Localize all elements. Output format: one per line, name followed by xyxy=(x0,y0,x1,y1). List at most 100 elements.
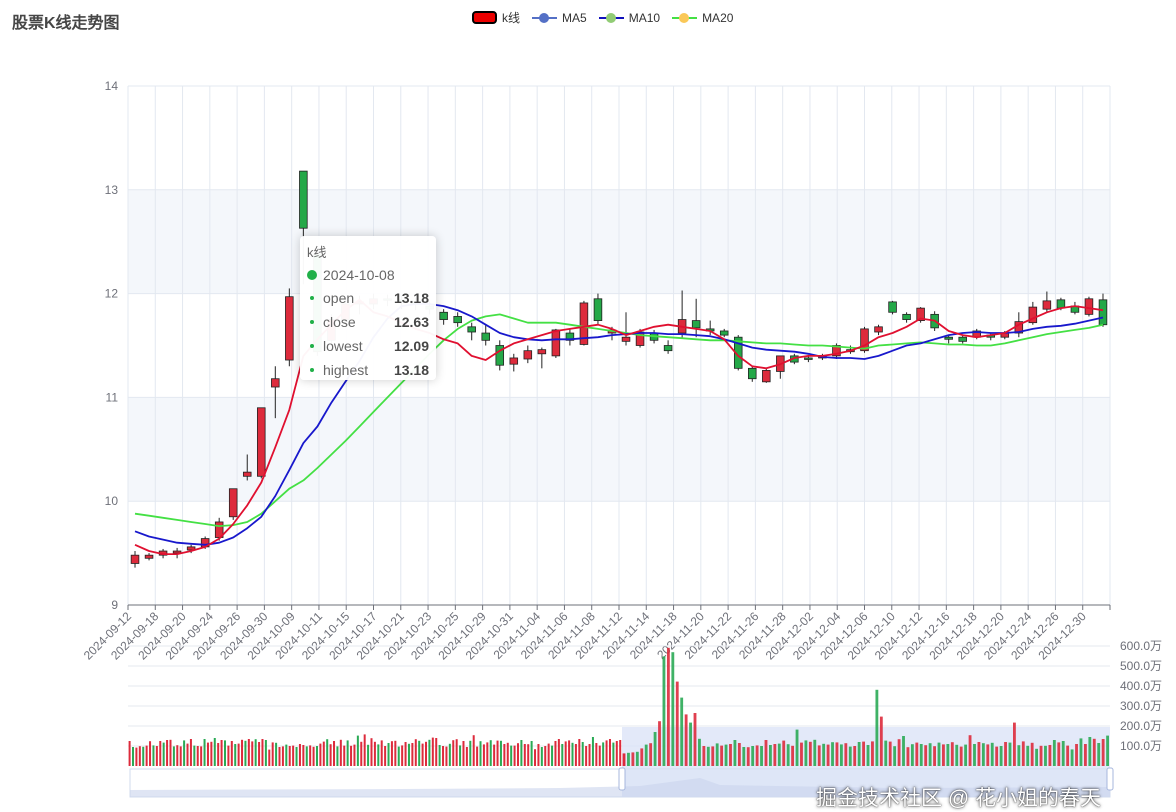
candle-body xyxy=(958,336,967,342)
candle-body xyxy=(453,316,462,324)
volume-bar xyxy=(305,746,308,766)
volume-bar xyxy=(206,742,209,766)
volume-bar xyxy=(363,734,366,766)
volume-bar xyxy=(264,740,267,766)
volume-bar xyxy=(777,743,781,766)
volume-bar xyxy=(132,747,135,766)
volume-bar xyxy=(223,740,226,766)
volume-bar xyxy=(258,742,261,766)
volume-bar xyxy=(234,744,237,766)
volume-bar xyxy=(499,740,502,766)
volume-bar xyxy=(176,745,179,766)
tooltip-label: open xyxy=(323,290,355,306)
tooltip-label: highest xyxy=(323,362,369,378)
volume-bar xyxy=(571,742,574,766)
volume-bar xyxy=(964,744,968,766)
volume-bar xyxy=(183,740,186,766)
y-tick-label: 14 xyxy=(105,79,119,93)
candle-body xyxy=(621,336,631,342)
volume-bar xyxy=(373,741,376,766)
volume-bar xyxy=(244,740,247,766)
volume-bar xyxy=(288,746,291,766)
volume-bar xyxy=(401,745,404,766)
volume-bar xyxy=(503,744,506,766)
volume-bar xyxy=(455,739,458,766)
volume-bar xyxy=(520,740,523,766)
volume-bar xyxy=(844,743,848,766)
volume-bar xyxy=(227,745,230,766)
candle-body xyxy=(579,302,589,345)
legend-item-kline[interactable]: k线 xyxy=(472,9,520,26)
volume-bar xyxy=(353,744,356,766)
volume-bar xyxy=(1021,741,1025,766)
volume-bar xyxy=(251,741,254,766)
volume-bar xyxy=(813,739,817,766)
volume-bar xyxy=(937,742,941,766)
volume-tick-label: 400.0万 xyxy=(1120,679,1162,693)
volume-bar xyxy=(387,743,390,766)
ma10-legend-icon xyxy=(598,11,624,25)
legend-item-ma5[interactable]: MA5 xyxy=(532,11,587,25)
volume-bar xyxy=(510,745,513,766)
volume-bar xyxy=(554,741,557,766)
volume-bar xyxy=(271,742,274,766)
volume-bar xyxy=(281,746,284,766)
volume-bar xyxy=(390,741,393,766)
volume-bar xyxy=(544,746,547,766)
volume-bar xyxy=(523,744,526,766)
tooltip-row-lowest: lowest 12.09 xyxy=(307,337,429,355)
volume-bar xyxy=(588,744,591,766)
volume-bar xyxy=(315,746,318,766)
volume-bar xyxy=(516,743,519,766)
legend-label-ma5: MA5 xyxy=(562,10,587,25)
volume-bar xyxy=(431,737,434,766)
volume-bar xyxy=(1079,738,1083,766)
volume-bar xyxy=(919,744,923,766)
volume-bar xyxy=(950,742,954,766)
volume-bar xyxy=(172,746,175,766)
volume-bar xyxy=(397,746,400,766)
volume-bar xyxy=(407,743,410,766)
tooltip: k线 2024-10-08 open 13.18 close 12.63 lowes… xyxy=(300,236,436,380)
volume-tick-label: 600.0万 xyxy=(1120,639,1162,653)
volume-bar xyxy=(166,740,169,766)
volume-bar xyxy=(640,748,644,766)
tooltip-label: close xyxy=(323,314,356,330)
candle-body xyxy=(467,326,476,333)
volume-bar xyxy=(149,741,152,766)
volume-bar xyxy=(1008,742,1012,766)
volume-bar xyxy=(1097,743,1101,766)
candle-body xyxy=(285,296,294,361)
volume-bar xyxy=(169,739,172,766)
candle-body xyxy=(523,350,533,360)
volume-bar xyxy=(702,746,706,766)
volume-bar xyxy=(653,732,657,766)
legend-item-ma20[interactable]: MA20 xyxy=(672,11,733,25)
volume-bar xyxy=(138,746,141,766)
volume-bar xyxy=(142,746,145,766)
volume-bar xyxy=(241,739,244,766)
legend-label-ma10: MA10 xyxy=(628,10,661,25)
volume-bar xyxy=(506,742,509,766)
volume-bar xyxy=(977,742,981,766)
volume-bar xyxy=(897,739,901,766)
volume-bar xyxy=(339,739,342,766)
volume-bar xyxy=(135,747,138,766)
bullet-icon xyxy=(310,320,314,324)
volume-bar xyxy=(693,713,697,766)
ma5-line xyxy=(134,298,1104,555)
volume-bar xyxy=(346,740,349,766)
volume-bar xyxy=(465,747,468,766)
volume-bar xyxy=(769,745,772,766)
legend-item-ma10[interactable]: MA10 xyxy=(598,10,661,25)
volume-bar xyxy=(1052,740,1056,766)
volume-bar xyxy=(866,745,870,766)
volume-bar xyxy=(377,744,380,766)
volume-bar xyxy=(839,744,843,766)
candle-body xyxy=(228,488,238,518)
volume-bar xyxy=(786,744,790,766)
candle-body xyxy=(537,349,547,355)
tooltip-value: 12.63 xyxy=(393,314,429,330)
volume-bar xyxy=(942,744,945,766)
volume-bar xyxy=(1044,745,1047,766)
